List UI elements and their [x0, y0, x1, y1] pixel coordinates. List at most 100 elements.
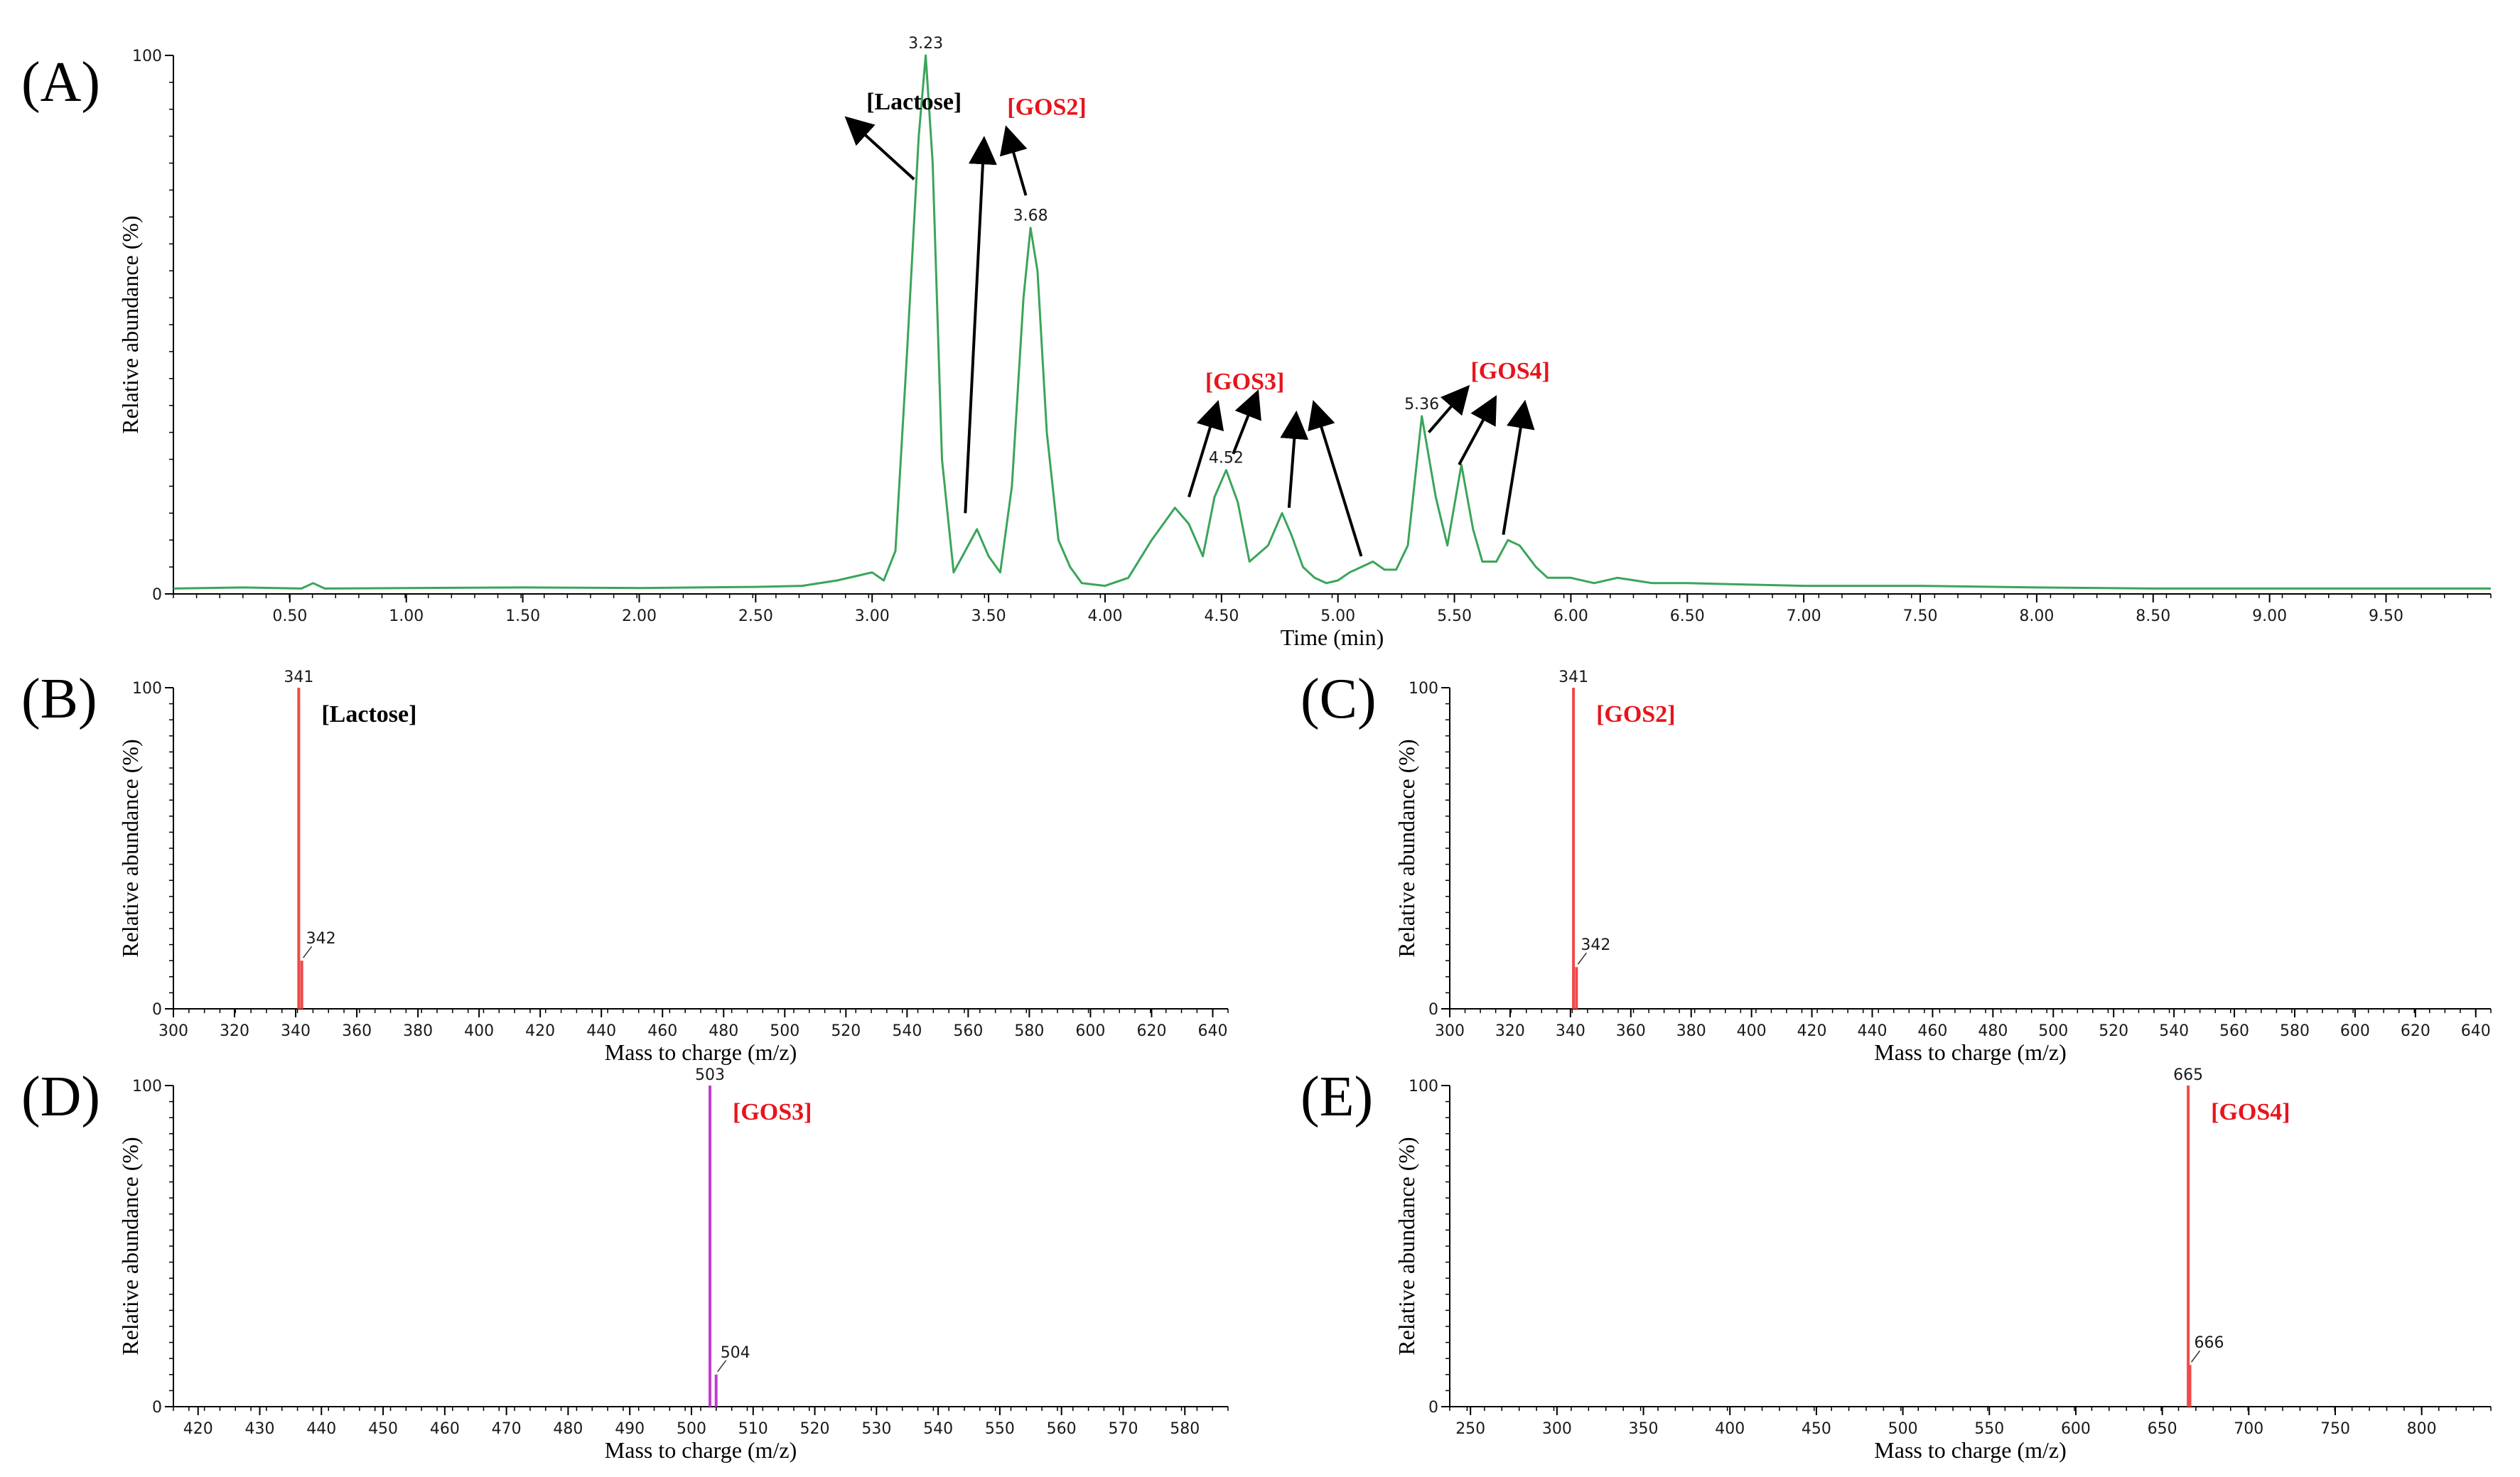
annotation-label: [GOS4]	[1470, 358, 1549, 384]
peak-label: 4.52	[1209, 450, 1244, 467]
panel-b: (B) 300 320 340 360 380 400 420 440 460 480 500 520 5…	[21, 668, 1229, 1065]
x-tick-label: 8.50	[2136, 607, 2170, 625]
x-tick-label: 600	[2061, 1420, 2091, 1438]
x-tick-label: 540	[2159, 1022, 2189, 1040]
x-tick-label: 750	[2320, 1420, 2350, 1438]
peak-label: 341	[284, 669, 313, 686]
x-tick-label: 560	[953, 1022, 983, 1040]
annotation-arrow	[1232, 389, 1261, 455]
x-tick-label: 500	[677, 1420, 706, 1438]
annotation-arrow	[1188, 400, 1224, 498]
x-tick-label: 520	[831, 1022, 861, 1040]
x-tick-label: 500	[1888, 1420, 1918, 1438]
x-tick-label: 300	[1435, 1022, 1465, 1040]
annotation-arrow	[1458, 395, 1497, 466]
x-tick-label: 520	[2099, 1022, 2128, 1040]
annotation-arrow	[1427, 384, 1470, 433]
y-axis-label: Relative abundance (%)	[1394, 739, 1419, 957]
x-tick-label: 2.00	[622, 607, 657, 625]
y-tick-label: 100	[1409, 680, 1438, 698]
x-tick-label: 3.50	[971, 607, 1006, 625]
x-tick-label: 340	[281, 1022, 311, 1040]
x-tick-label: 520	[800, 1420, 830, 1438]
x-tick-label: 540	[892, 1022, 922, 1040]
y-tick-label: 0	[1428, 1001, 1438, 1019]
x-tick-label: 420	[183, 1420, 213, 1438]
x-tick-label: 470	[492, 1420, 522, 1438]
x-tick-label: 560	[2219, 1022, 2249, 1040]
panel-letter: (E)	[1301, 1066, 1373, 1128]
x-tick-label: 7.00	[1787, 607, 1821, 625]
x-tick-label: 9.00	[2252, 607, 2287, 625]
x-tick-label: 340	[1556, 1022, 1585, 1040]
y-tick-label: 0	[1428, 1399, 1438, 1417]
y-tick-label: 0	[152, 1399, 162, 1417]
y-tick-label: 100	[132, 48, 162, 65]
x-tick-label: 700	[2234, 1420, 2263, 1438]
x-tick-label: 640	[2461, 1022, 2491, 1040]
peak-leader-line	[1577, 952, 1587, 965]
x-tick-label: 320	[220, 1022, 249, 1040]
x-tick-label: 430	[244, 1420, 274, 1438]
chromatogram-line	[173, 54, 2491, 590]
panel-letter: (A)	[21, 51, 100, 114]
x-tick-label: 5.50	[1437, 607, 1472, 625]
peak-leader-line	[717, 1360, 727, 1373]
x-tick-label: 320	[1495, 1022, 1525, 1040]
x-tick-label: 300	[158, 1022, 188, 1040]
peak-label: 5.36	[1404, 396, 1439, 413]
x-tick-label: 4.50	[1204, 607, 1239, 625]
x-tick-label: 480	[553, 1420, 583, 1438]
x-tick-label: 490	[615, 1420, 645, 1438]
x-tick-label: 580	[1014, 1022, 1044, 1040]
peak-label: 666	[2195, 1334, 2224, 1352]
panel-letter: (C)	[1301, 668, 1377, 730]
x-tick-label: 250	[1455, 1420, 1485, 1438]
x-tick-label: 480	[709, 1022, 738, 1040]
x-tick-label: 420	[525, 1022, 555, 1040]
panel-d: (D) 420 430 440 450 460 470 480 490 500 510 520 530 5…	[21, 1066, 1229, 1463]
x-tick-label: 530	[861, 1420, 891, 1438]
x-tick-label: 600	[1075, 1022, 1105, 1040]
annotation-label: [GOS3]	[733, 1099, 812, 1125]
x-tick-label: 460	[1917, 1022, 1947, 1040]
x-tick-label: 460	[430, 1420, 460, 1438]
x-axis-label: Mass to charge (m/z)	[1874, 1039, 2066, 1065]
annotation-label: [Lactose]	[866, 89, 962, 115]
peak-label: 665	[2173, 1066, 2203, 1084]
annotation-arrow	[1280, 410, 1309, 508]
annotation-label: [GOS4]	[2211, 1099, 2290, 1125]
x-tick-label: 450	[1802, 1420, 1831, 1438]
x-tick-label: 420	[1797, 1022, 1827, 1040]
x-tick-label: 1.50	[505, 607, 540, 625]
panel-c: (C) 300 320 340 360 380 400 420 440 460 480 500 520 5…	[1301, 668, 2492, 1065]
x-tick-label: 360	[342, 1022, 372, 1040]
peak-label: 504	[721, 1344, 750, 1362]
x-axis-label: Time (min)	[1281, 624, 1384, 650]
peak-label: 3.23	[908, 35, 943, 53]
annotation-arrow	[844, 116, 915, 180]
x-tick-label: 380	[1676, 1022, 1706, 1040]
x-tick-label: 2.50	[738, 607, 773, 625]
x-tick-label: 6.50	[1670, 607, 1705, 625]
annotation-label: [GOS2]	[1007, 94, 1086, 120]
peak-leader-line	[303, 946, 313, 958]
x-tick-label: 9.50	[2369, 607, 2403, 625]
x-axis-label: Mass to charge (m/z)	[605, 1437, 797, 1463]
x-tick-label: 500	[770, 1022, 799, 1040]
x-tick-label: 400	[1715, 1420, 1745, 1438]
annotation-arrow	[1308, 400, 1363, 557]
peak-label: 503	[695, 1066, 725, 1084]
y-tick-label: 100	[132, 1078, 162, 1095]
y-tick-label: 0	[152, 1001, 162, 1019]
x-tick-label: 620	[1136, 1022, 1166, 1040]
x-tick-label: 380	[403, 1022, 433, 1040]
x-tick-label: 8.00	[2019, 607, 2054, 625]
x-tick-label: 360	[1616, 1022, 1646, 1040]
peak-leader-line	[2190, 1350, 2201, 1363]
x-axis-label: Mass to charge (m/z)	[605, 1039, 797, 1065]
x-tick-label: 580	[1170, 1420, 1200, 1438]
x-tick-label: 7.50	[1903, 607, 1938, 625]
y-tick-label: 100	[132, 680, 162, 698]
